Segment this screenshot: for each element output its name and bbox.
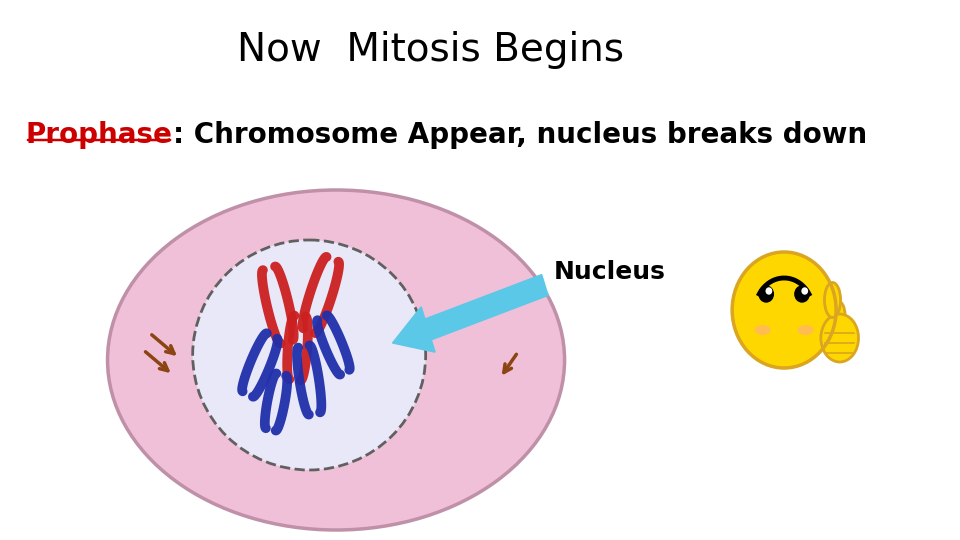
Ellipse shape: [755, 325, 771, 335]
Ellipse shape: [830, 301, 845, 329]
Circle shape: [759, 286, 774, 302]
Text: Prophase: Prophase: [25, 121, 172, 149]
Ellipse shape: [825, 282, 841, 318]
Text: Now  Mitosis Begins: Now Mitosis Begins: [237, 31, 624, 69]
Ellipse shape: [821, 314, 858, 362]
Circle shape: [732, 252, 836, 368]
Circle shape: [795, 286, 809, 302]
Circle shape: [802, 288, 807, 294]
Circle shape: [766, 288, 772, 294]
Ellipse shape: [193, 240, 425, 470]
FancyArrow shape: [393, 274, 548, 352]
Ellipse shape: [108, 190, 564, 530]
Text: Nucleus: Nucleus: [554, 260, 665, 284]
Ellipse shape: [798, 325, 814, 335]
Text: : Chromosome Appear, nucleus breaks down: : Chromosome Appear, nucleus breaks down: [173, 121, 867, 149]
